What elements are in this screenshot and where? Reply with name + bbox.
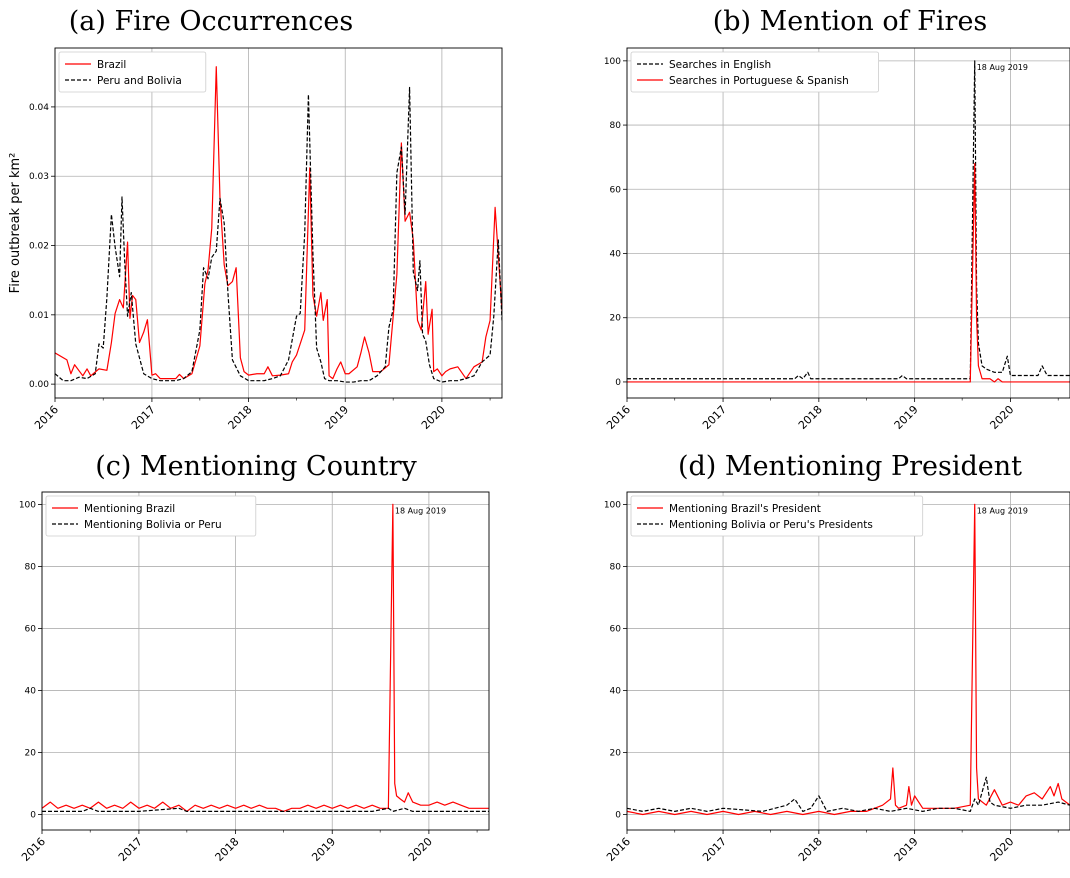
x-tick-label: 2020	[987, 403, 1016, 432]
y-tick-label: 0.02	[29, 242, 49, 252]
y-tick-label: 60	[610, 185, 622, 195]
y-tick-label: 40	[610, 686, 622, 696]
legend-box	[45, 495, 257, 537]
legend-entry: Searches in Portuguese & Spanish	[669, 75, 849, 87]
series-line-1	[55, 66, 502, 380]
series-line-1	[627, 60, 1070, 380]
series-line-2	[42, 807, 489, 812]
plot-frame	[54, 47, 503, 399]
x-tick-label: 2019	[322, 403, 351, 432]
y-tick-label: 100	[604, 500, 621, 510]
y-tick-label: 0	[30, 810, 36, 820]
x-tick-label: 2017	[700, 835, 729, 864]
chart-panel-4: (d) Mentioning President 2016 2017 2018 2019…	[604, 451, 1070, 864]
x-tick-label: 2016	[32, 403, 61, 432]
annotation-label: 18 Aug 2019	[395, 506, 446, 515]
x-tick-label: 2019	[309, 835, 338, 864]
x-tick-label: 2018	[796, 403, 825, 432]
legend-entry: Brazil	[97, 59, 126, 71]
series-line-1	[627, 503, 1070, 816]
y-tick-label: 0	[615, 810, 621, 820]
legend-entry: Mentioning Bolivia or Peru	[84, 519, 222, 531]
y-tick-label: 40	[610, 250, 622, 260]
y-tick-label: 80	[25, 562, 37, 572]
x-tick-label: 2016	[604, 403, 633, 432]
annotation-label: 18 Aug 2019	[977, 506, 1028, 515]
legend-entry: Searches in English	[669, 59, 771, 71]
chart-panel-1: (a) Fire Occurrences 2016 2017 2018 2019 2020…	[8, 6, 503, 432]
y-tick-label: 0.03	[29, 172, 49, 182]
y-tick-label: 100	[19, 500, 36, 510]
series-line-1	[42, 503, 489, 812]
legend-box	[630, 495, 924, 537]
legend-box	[630, 51, 880, 93]
chart-title: (b) Mention of Fires	[713, 6, 988, 37]
y-tick-label: 0	[615, 378, 621, 388]
annotation-label: 18 Aug 2019	[977, 63, 1028, 72]
x-tick-label: 2016	[604, 835, 633, 864]
chart-panel-3: (c) Mentioning Country 2016 2017 2018 2019 20…	[19, 451, 490, 864]
series-line-2	[627, 163, 1070, 383]
y-tick-label: 0.04	[29, 103, 49, 113]
legend-entry: Mentioning Bolivia or Peru's Presidents	[669, 519, 873, 531]
plot-frame	[626, 47, 1070, 399]
plot-frame	[41, 491, 490, 831]
y-tick-label: 60	[25, 624, 37, 634]
chart-title: (d) Mentioning President	[678, 451, 1022, 482]
x-tick-label: 2020	[419, 403, 448, 432]
x-tick-label: 2018	[213, 835, 242, 864]
y-tick-label: 60	[610, 624, 622, 634]
y-tick-label: 80	[610, 121, 622, 131]
y-tick-label: 80	[610, 562, 622, 572]
x-tick-label: 2019	[892, 403, 921, 432]
y-tick-label: 20	[25, 748, 37, 758]
x-tick-label: 2018	[796, 835, 825, 864]
y-tick-label: 0.01	[29, 311, 49, 321]
x-tick-label: 2016	[19, 835, 48, 864]
x-tick-label: 2017	[700, 403, 729, 432]
chart-title: (c) Mentioning Country	[95, 451, 417, 482]
legend-box	[58, 51, 207, 93]
x-tick-label: 2020	[987, 835, 1016, 864]
x-tick-label: 2020	[406, 835, 435, 864]
x-tick-label: 2019	[892, 835, 921, 864]
y-axis-label: Fire outbreak per km²	[8, 153, 23, 294]
chart-title: (a) Fire Occurrences	[69, 6, 354, 37]
y-tick-label: 0.00	[29, 380, 49, 390]
legend-entry: Mentioning Brazil's President	[669, 503, 821, 515]
y-tick-label: 40	[25, 686, 37, 696]
x-tick-label: 2017	[129, 403, 158, 432]
plot-frame	[626, 491, 1070, 831]
y-tick-label: 20	[610, 748, 622, 758]
series-line-2	[55, 86, 502, 383]
legend-entry: Peru and Bolivia	[97, 75, 182, 87]
legend-entry: Mentioning Brazil	[84, 503, 175, 515]
y-tick-label: 100	[604, 57, 621, 67]
x-tick-label: 2018	[226, 403, 255, 432]
x-tick-label: 2017	[116, 835, 145, 864]
y-tick-label: 20	[610, 314, 622, 324]
series-line-2	[627, 776, 1070, 812]
